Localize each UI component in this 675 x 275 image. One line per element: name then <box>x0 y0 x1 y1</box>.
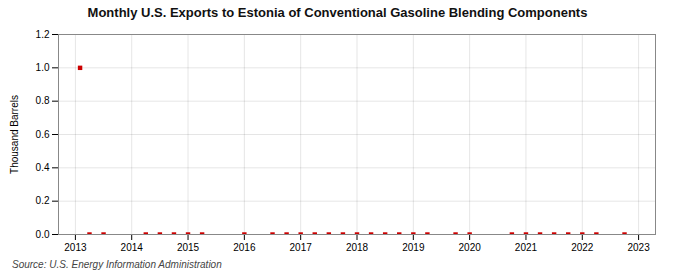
svg-text:2020: 2020 <box>459 242 482 253</box>
svg-text:2019: 2019 <box>402 242 425 253</box>
svg-text:2017: 2017 <box>290 242 313 253</box>
svg-text:Thousand Barrels: Thousand Barrels <box>9 95 20 174</box>
svg-text:2013: 2013 <box>64 242 87 253</box>
svg-text:0.6: 0.6 <box>36 129 50 140</box>
html-text:Source: U.S. Energy Informatio: Source: U.S. Energy Information Administ… <box>12 259 222 270</box>
svg-text:2016: 2016 <box>233 242 256 253</box>
svg-text:0.4: 0.4 <box>36 162 50 173</box>
html-text:Monthly U.S. Exports to Estoni: Monthly U.S. Exports to Estonia of Conve… <box>87 5 588 20</box>
svg-text:2014: 2014 <box>121 242 144 253</box>
svg-text:2023: 2023 <box>627 242 650 253</box>
svg-text:1.2: 1.2 <box>36 29 50 40</box>
svg-text:2022: 2022 <box>571 242 594 253</box>
svg-text:2021: 2021 <box>515 242 538 253</box>
svg-text:0.8: 0.8 <box>36 95 50 106</box>
svg-text:2018: 2018 <box>346 242 369 253</box>
svg-text:1.0: 1.0 <box>36 62 50 73</box>
svg-text:2015: 2015 <box>177 242 200 253</box>
svg-text:0.0: 0.0 <box>36 229 50 240</box>
svg-text:0.2: 0.2 <box>36 195 50 206</box>
